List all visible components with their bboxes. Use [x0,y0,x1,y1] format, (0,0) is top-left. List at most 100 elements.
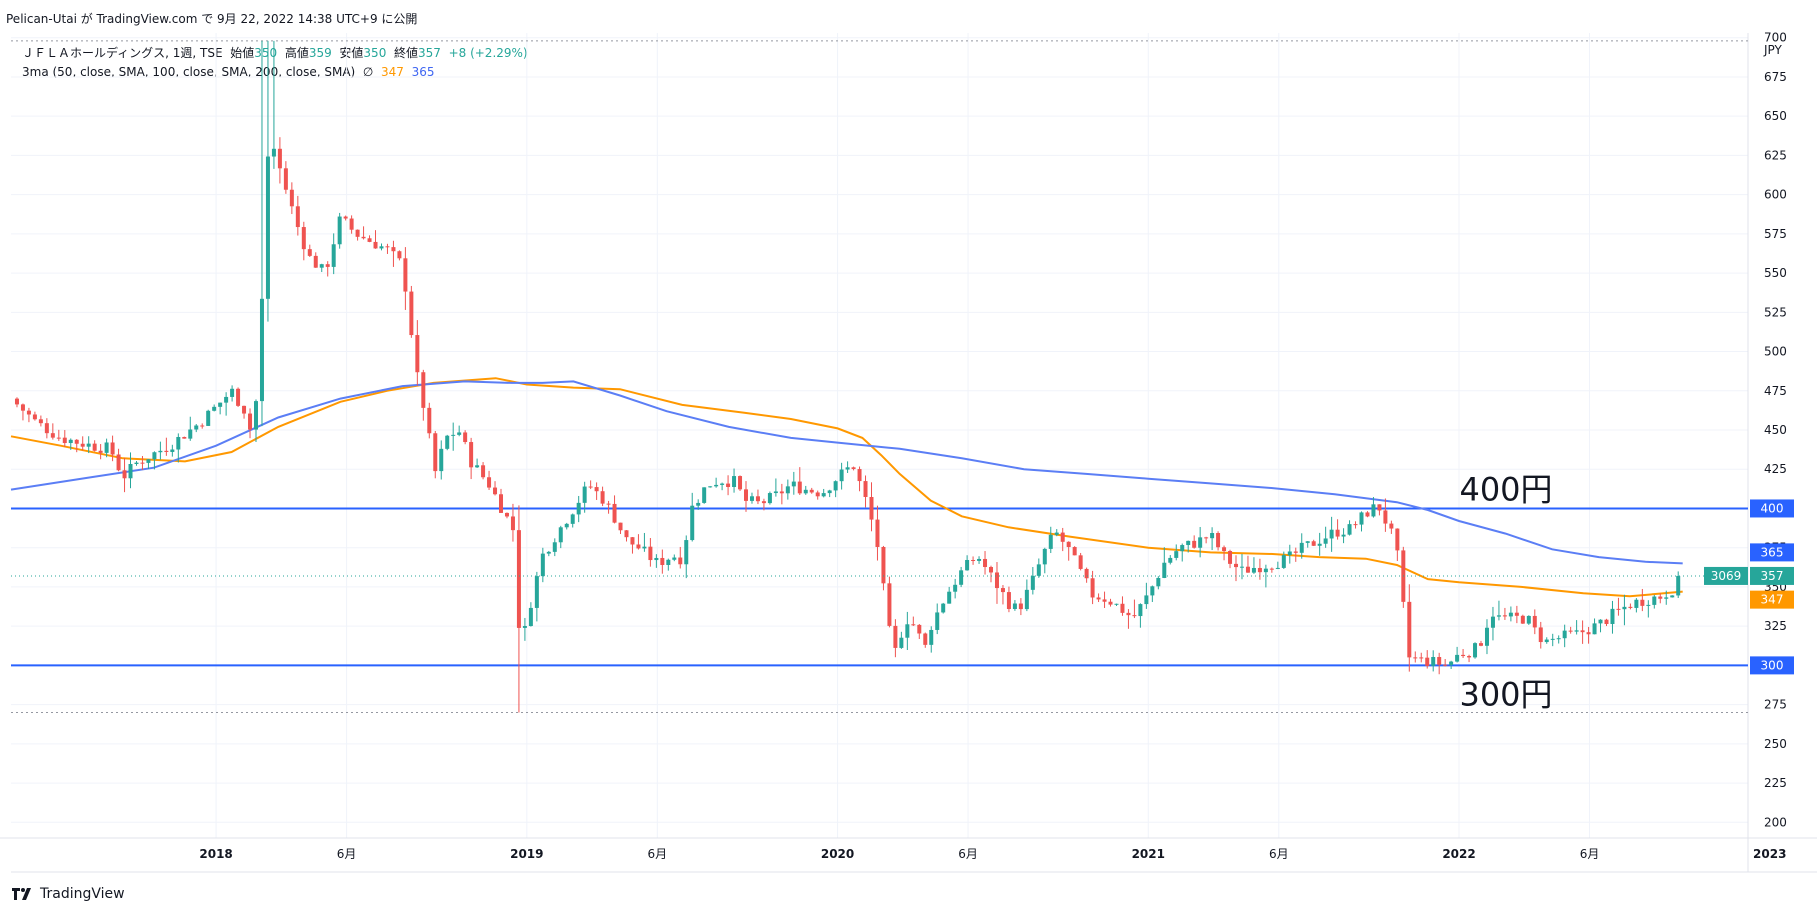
candle-body [959,570,964,585]
candle-body [1467,656,1472,658]
publish-info: Pelican-Utai が TradingView.com で 9月 22, … [6,12,418,26]
candle-body [881,546,886,584]
price-tick-label: 225 [1764,776,1787,790]
candle-body [1496,615,1501,617]
candle-body [678,557,683,565]
candle-body [242,405,247,414]
candle-body [929,629,934,645]
candle-body [1395,528,1400,551]
candle-body [845,467,850,470]
candle-body [797,481,802,494]
candle-body [74,439,79,444]
candle-body [1305,541,1310,543]
indicator-legend[interactable]: 3ma (50, close, SMA, 100, close, SMA, 20… [22,65,434,79]
close-value: 357 [418,46,441,60]
candle-body [463,432,468,443]
candle-body [779,491,784,494]
candle-body [690,505,695,541]
candle-body [1664,597,1669,599]
candle-body [755,496,760,502]
price-tick-label: 425 [1764,462,1787,476]
candle-body [1461,654,1466,657]
candle-body [1556,638,1561,640]
ma100-axis-badge [1750,590,1794,609]
candle-body [809,489,814,493]
last-axis-text: 357 [1761,569,1784,583]
candle-body [546,551,551,554]
candle-body [146,459,151,463]
close-label: 終値 [393,46,418,60]
candle-body [475,465,480,468]
tradingview-logo-icon [12,888,31,900]
time-tick-label: 2022 [1442,847,1475,861]
candle-body [1222,547,1227,552]
candle-body [128,464,133,479]
candle-body [1210,533,1215,539]
candle-body [457,432,462,435]
candle-body [1012,603,1017,609]
candle-body [391,247,396,252]
symbol-legend[interactable]: ＪＦＬＡホールディングス, 1週, TSE 始値350 高値359 安値350 … [22,44,528,61]
candle-body [1407,601,1412,658]
candle-body [224,396,229,403]
candle-body [1538,627,1543,643]
candle-body [1508,612,1513,617]
tradingview-logo[interactable]: TradingView [12,886,125,902]
ma200-axis-text: 365 [1761,545,1784,559]
candle-body [887,583,892,626]
candle-body [983,558,988,568]
candle-body [248,413,253,430]
price-axis: 2002252502753003253503754004254504755005… [1764,31,1787,830]
candle-body [666,559,671,565]
currency-label: JPY [1763,43,1783,57]
candle-body [1574,630,1579,632]
candle-body [893,625,898,648]
candle-body [1078,555,1083,569]
candle-body [576,502,581,515]
candle-body [1520,615,1525,624]
candle-body [313,255,318,268]
candle-body [947,591,952,604]
candle-body [516,530,521,628]
price-tick-label: 500 [1764,345,1787,359]
candle-body [744,489,749,501]
candle-body [1000,588,1005,593]
candle-body [1138,604,1143,617]
time-tick-label: 2018 [199,847,232,861]
candle-body [773,491,778,494]
candle-body [600,491,605,504]
candle-body [1293,551,1298,553]
candle-body [558,527,563,543]
candle-body [439,448,444,472]
candle-body [68,439,73,444]
candle-body [80,443,85,447]
candle-body [875,519,880,547]
candle-body [1431,657,1436,666]
candle-body [1341,534,1346,537]
candle-body [1634,599,1639,608]
candle-body [648,546,653,561]
candle-body [1245,566,1250,573]
candle-body [409,291,414,336]
candle-body [343,216,348,219]
candle-body [1652,596,1657,605]
candle-body [1604,619,1609,625]
candle-body [1377,504,1382,511]
candle-body [702,487,707,503]
candle-body [1670,595,1675,598]
level-axis-badge [1750,499,1794,518]
candle-body [38,419,43,424]
candle-body [110,442,115,455]
candle-body [1568,630,1573,632]
ma100-axis-text: 347 [1761,593,1784,607]
level-axis-text: 400 [1761,501,1784,515]
candle-body [522,626,527,628]
price-tick-label: 250 [1764,737,1787,751]
price-axis-bg [1748,0,1817,872]
candle-body [301,227,306,250]
time-tick-label: 6月 [337,847,357,861]
candle-body [1228,551,1233,564]
candle-body [1096,597,1101,600]
candle-body [726,483,731,487]
